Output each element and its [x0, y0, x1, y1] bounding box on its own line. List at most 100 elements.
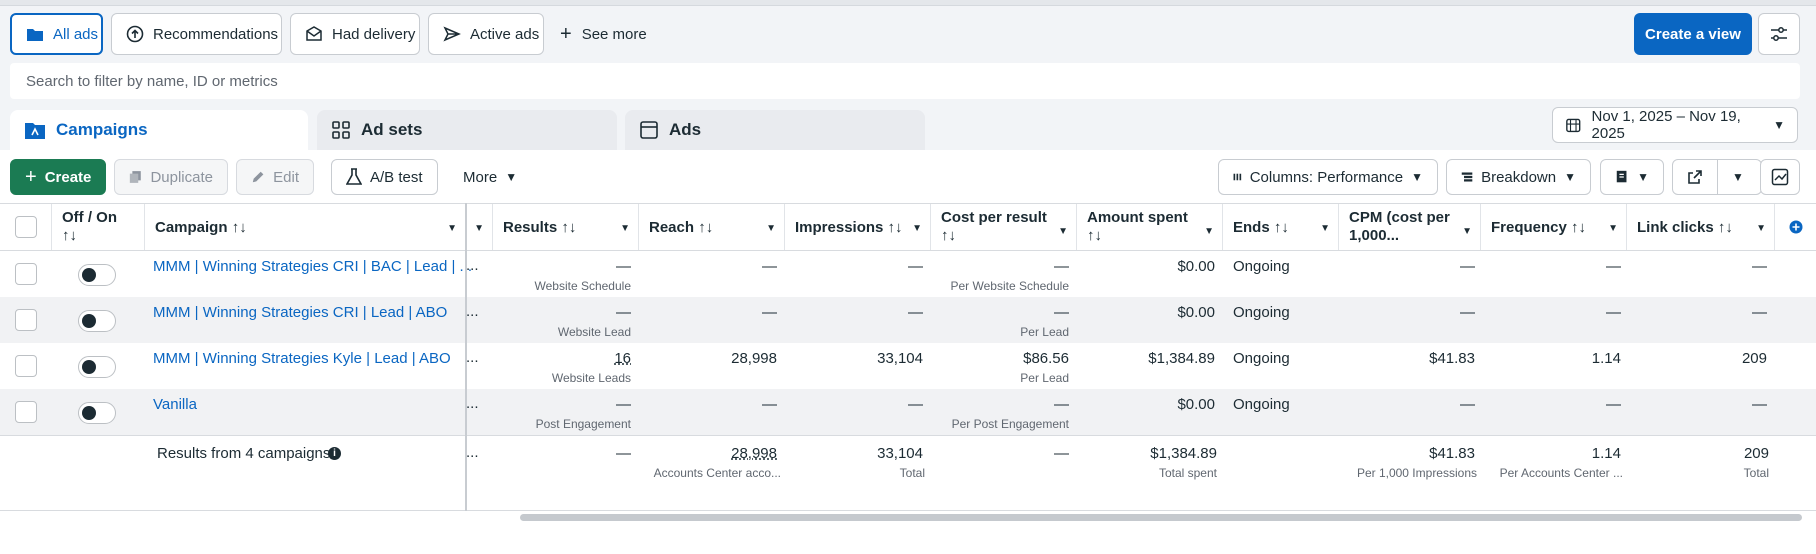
tab-ad-sets[interactable]: Ad sets	[317, 110, 617, 150]
header-ends[interactable]: Ends ↑↓ ▼	[1223, 204, 1339, 250]
add-column-button[interactable]	[1775, 204, 1816, 250]
table-row[interactable]: MMM | Winning Strategies CRI | Lead | AB…	[0, 297, 1816, 343]
header-results[interactable]: Results ↑↓ ▼	[493, 204, 639, 250]
header-collapsed-column[interactable]: ▼	[467, 204, 493, 250]
sort-icon: ↑↓	[231, 218, 247, 236]
table-row[interactable]: MMM | Winning Strategies Kyle | Lead | A…	[0, 343, 1816, 389]
reach-value: 28,998	[731, 350, 777, 367]
totals-cpm-subtext: Per 1,000 Impressions	[1356, 466, 1477, 480]
results-subtext: Post Engagement	[535, 417, 631, 431]
results-value: —	[616, 396, 631, 413]
chevron-down-icon: ▼	[1608, 223, 1618, 234]
table-header: Off / On ↑↓ Campaign ↑↓ ▼ ▼ Results ↑↓ ▼…	[0, 203, 1816, 251]
table-row[interactable]: Vanilla ... — Post Engagement — — — Per …	[0, 389, 1816, 435]
breakdown-dropdown[interactable]: Breakdown ▼	[1446, 159, 1591, 195]
edit-button[interactable]: Edit	[236, 159, 314, 195]
totals-amount-spent: $1,384.89	[1150, 445, 1217, 462]
ends-value: Ongoing	[1233, 350, 1290, 367]
chevron-down-icon: ▼	[505, 170, 518, 184]
envelope-icon	[306, 26, 322, 41]
header-link-clicks[interactable]: Link clicks ↑↓ ▼	[1627, 204, 1775, 250]
filter-all-ads[interactable]: All ads	[10, 13, 103, 55]
filter-had-delivery[interactable]: Had delivery	[290, 13, 420, 55]
campaign-toggle[interactable]	[78, 310, 116, 332]
header-campaign[interactable]: Campaign ↑↓ ▼	[145, 204, 466, 250]
sort-icon: ↑↓	[698, 218, 714, 236]
row-checkbox[interactable]	[15, 401, 37, 423]
chevron-down-icon: ▼	[447, 223, 457, 234]
filter-recommendations[interactable]: Recommendations	[111, 13, 282, 55]
pencil-icon	[252, 171, 264, 183]
row-checkbox[interactable]	[15, 309, 37, 331]
calendar-icon	[1566, 118, 1581, 133]
select-all-checkbox[interactable]	[14, 216, 37, 238]
campaign-name-link[interactable]: MMM | Winning Strategies Kyle | Lead | A…	[153, 350, 451, 367]
ab-test-button[interactable]: A/B test	[331, 159, 438, 195]
totals-results: —	[616, 445, 631, 462]
campaign-toggle[interactable]	[78, 356, 116, 378]
tab-campaigns[interactable]: Campaigns	[10, 110, 308, 150]
cpm-value: $41.83	[1429, 350, 1475, 367]
date-range-picker[interactable]: Nov 1, 2025 – Nov 19, 2025 ▼	[1552, 107, 1798, 143]
search-input[interactable]: Search to filter by name, ID or metrics	[10, 63, 1800, 99]
campaign-name-link[interactable]: MMM | Winning Strategies CRI | BAC | Lea…	[153, 258, 473, 275]
send-icon	[443, 26, 461, 42]
reports-dropdown[interactable]: ▼	[1600, 159, 1664, 195]
header-cost-per-result[interactable]: Cost per result ↑↓ ▼	[931, 204, 1077, 250]
results-value: —	[616, 258, 631, 275]
campaign-name-link[interactable]: MMM | Winning Strategies CRI | Lead | AB…	[153, 304, 448, 321]
totals-label: Results from 4 campaigns	[157, 445, 331, 462]
frequency-value: —	[1606, 258, 1621, 275]
charts-button[interactable]	[1760, 159, 1800, 195]
totals-impressions-subtext: Total	[899, 466, 925, 480]
totals-cost-per-result: —	[1054, 445, 1069, 462]
cpm-value: —	[1460, 258, 1475, 275]
campaign-toggle[interactable]	[78, 402, 116, 424]
info-icon[interactable]: i	[328, 447, 341, 460]
header-reach[interactable]: Reach ↑↓ ▼	[639, 204, 785, 250]
report-icon	[1616, 170, 1627, 183]
upgrade-icon	[126, 25, 144, 43]
export-split-button[interactable]: ▼	[1672, 159, 1762, 195]
plus-icon: +	[560, 23, 572, 45]
link-clicks-value: —	[1752, 304, 1767, 321]
results-subtext: Website Leads	[551, 371, 631, 385]
horizontal-scrollbar[interactable]	[520, 514, 1802, 521]
create-button[interactable]: + Create	[10, 159, 106, 195]
cost-per-result-value: $86.56	[1023, 350, 1069, 367]
plus-icon: +	[25, 165, 37, 188]
cpm-value: —	[1460, 304, 1475, 321]
row-checkbox[interactable]	[15, 263, 37, 285]
sort-icon: ↑↓	[1087, 227, 1102, 244]
chevron-down-icon: ▼	[1732, 170, 1744, 184]
campaign-toggle[interactable]	[78, 264, 116, 286]
tab-ads[interactable]: Ads	[625, 110, 925, 150]
header-frequency[interactable]: Frequency ↑↓ ▼	[1481, 204, 1627, 250]
duplicate-icon	[129, 171, 141, 183]
chevron-down-icon: ▼	[1204, 226, 1214, 237]
cost-per-result-subtext: Per Post Engagement	[951, 417, 1069, 431]
create-view-button[interactable]: Create a view	[1634, 13, 1752, 55]
split-divider	[1717, 160, 1718, 194]
totals-impressions: 33,104	[877, 445, 923, 462]
link-clicks-value: —	[1752, 396, 1767, 413]
chevron-down-icon: ▼	[912, 223, 922, 234]
header-impressions[interactable]: Impressions ↑↓ ▼	[785, 204, 931, 250]
totals-reach[interactable]: 28,998	[731, 445, 777, 462]
filter-active-ads[interactable]: Active ads	[428, 13, 544, 55]
header-cpm[interactable]: CPM (cost per 1,000... ▼	[1339, 204, 1481, 250]
chevron-down-icon: ▼	[1411, 170, 1423, 184]
see-more-button[interactable]: + See more	[560, 23, 647, 45]
view-settings-button[interactable]	[1758, 13, 1800, 55]
campaign-name-link[interactable]: Vanilla	[153, 396, 197, 413]
more-menu-button[interactable]: More ▼	[463, 168, 518, 186]
chevron-down-icon: ▼	[1773, 118, 1785, 132]
duplicate-button[interactable]: Duplicate	[114, 159, 228, 195]
results-value[interactable]: 16	[614, 350, 631, 367]
header-off-on[interactable]: Off / On ↑↓	[52, 204, 145, 250]
table-row[interactable]: MMM | Winning Strategies CRI | BAC | Lea…	[0, 251, 1816, 297]
row-checkbox[interactable]	[15, 355, 37, 377]
columns-dropdown[interactable]: Columns: Performance ▼	[1218, 159, 1438, 195]
header-amount-spent[interactable]: Amount spent ↑↓ ▼	[1077, 204, 1223, 250]
header-select-all[interactable]	[0, 204, 52, 250]
